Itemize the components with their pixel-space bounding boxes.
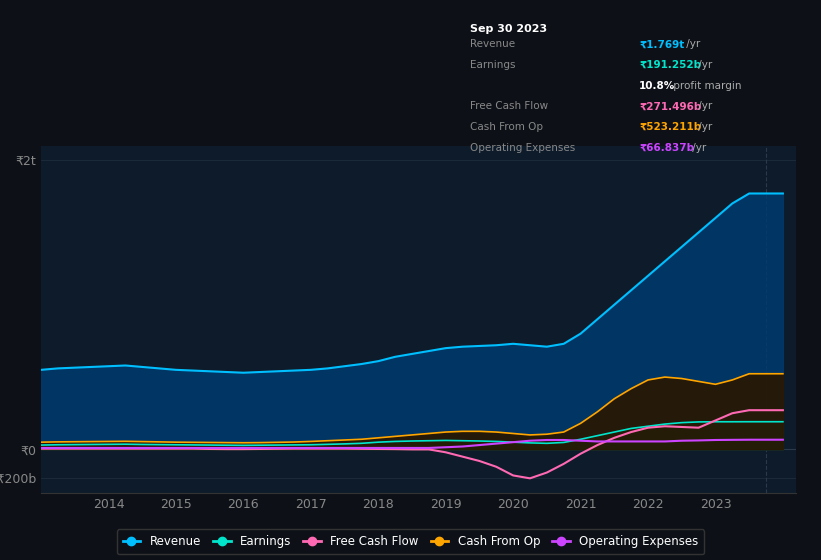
Text: profit margin: profit margin: [670, 81, 741, 91]
Text: 10.8%: 10.8%: [639, 81, 676, 91]
Text: Earnings: Earnings: [470, 60, 516, 70]
Text: Sep 30 2023: Sep 30 2023: [470, 24, 548, 34]
Text: Operating Expenses: Operating Expenses: [470, 143, 576, 153]
Text: ₹191.252b: ₹191.252b: [639, 60, 701, 70]
Text: ₹1.769t: ₹1.769t: [639, 39, 685, 49]
Text: ₹523.211b: ₹523.211b: [639, 122, 701, 132]
Text: /yr: /yr: [695, 122, 712, 132]
Text: Free Cash Flow: Free Cash Flow: [470, 101, 548, 111]
Text: Revenue: Revenue: [470, 39, 516, 49]
Text: Cash From Op: Cash From Op: [470, 122, 544, 132]
Text: /yr: /yr: [682, 39, 699, 49]
Text: ₹66.837b: ₹66.837b: [639, 143, 695, 153]
Text: /yr: /yr: [695, 101, 712, 111]
Text: ₹271.496b: ₹271.496b: [639, 101, 701, 111]
Text: /yr: /yr: [695, 60, 712, 70]
Text: /yr: /yr: [689, 143, 706, 153]
Legend: Revenue, Earnings, Free Cash Flow, Cash From Op, Operating Expenses: Revenue, Earnings, Free Cash Flow, Cash …: [117, 529, 704, 554]
